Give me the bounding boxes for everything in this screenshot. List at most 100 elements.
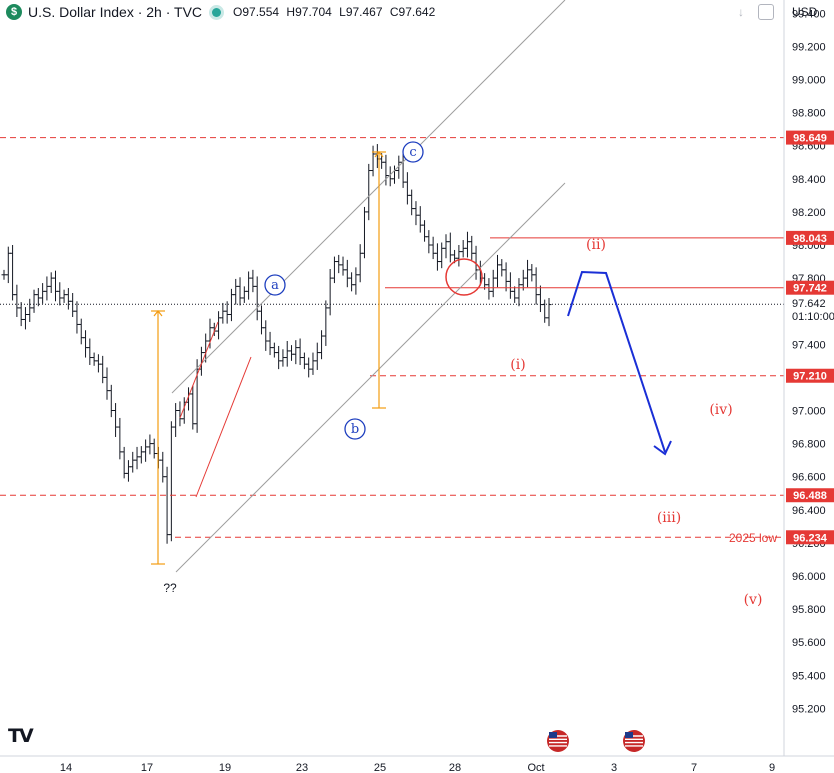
price-tick-label: 96.800 bbox=[792, 439, 826, 451]
ohlc-bar bbox=[57, 282, 63, 306]
currency-label[interactable]: USD bbox=[792, 5, 818, 19]
ohlc-bar bbox=[396, 155, 402, 179]
symbol-logo-icon: $ bbox=[6, 4, 22, 20]
ohlc-bar bbox=[83, 330, 89, 358]
ohlc-bar bbox=[289, 345, 295, 361]
ohlc-bar bbox=[87, 338, 93, 365]
ohlc-bar bbox=[460, 240, 466, 258]
ohlc-bar bbox=[490, 269, 496, 298]
us-flag-event-icon[interactable] bbox=[547, 730, 569, 752]
ohlc-bar bbox=[40, 283, 46, 304]
price-tick-label: 95.800 bbox=[792, 604, 826, 616]
ohlc-bar bbox=[108, 384, 114, 418]
arrow-down-icon[interactable]: ↓ bbox=[738, 5, 744, 19]
ohlc-bar bbox=[512, 286, 518, 303]
ohlc-bar bbox=[340, 256, 346, 276]
ohlc-bar bbox=[241, 286, 247, 303]
price-tick-label: 99.200 bbox=[792, 41, 826, 53]
price-tick-label: 97.000 bbox=[792, 406, 826, 418]
ohlc-bar bbox=[138, 446, 144, 464]
us-flag-event-icon[interactable] bbox=[623, 730, 645, 752]
price-level-tag bbox=[786, 130, 834, 145]
ohlc-bar bbox=[130, 451, 136, 473]
ohlc-high-key: H bbox=[286, 5, 296, 19]
ohlc-bar bbox=[48, 272, 54, 293]
wave-label-circle bbox=[344, 418, 366, 440]
ohlc-bar bbox=[211, 322, 217, 337]
price-tick-label: 96.000 bbox=[792, 571, 826, 583]
ohlc-close-value: 97.642 bbox=[398, 5, 436, 19]
ohlc-bar bbox=[456, 245, 462, 267]
channel-lower-line bbox=[175, 182, 566, 573]
flag-canton bbox=[549, 732, 557, 738]
ohlc-bar bbox=[525, 259, 531, 288]
current-price-value: 97.642 bbox=[792, 298, 826, 310]
ohlc-bar bbox=[250, 269, 256, 293]
ohlc-bar bbox=[35, 288, 41, 307]
time-tick-label: Oct bbox=[527, 762, 544, 773]
ohlc-bar bbox=[443, 234, 449, 259]
measure-arrow bbox=[374, 151, 384, 158]
ohlc-bar bbox=[100, 355, 106, 384]
wave-label-blue: c bbox=[402, 141, 424, 163]
ohlc-bar bbox=[228, 288, 234, 322]
price-level-tag bbox=[786, 230, 834, 245]
drawings bbox=[151, 0, 672, 573]
price-tick-label: 99.400 bbox=[792, 8, 826, 20]
fullscreen-icon[interactable] bbox=[758, 4, 774, 20]
ohlc-bar bbox=[413, 201, 419, 226]
highlight-circle bbox=[445, 258, 483, 296]
price-tick-label: 98.800 bbox=[792, 108, 826, 120]
price-level-tag bbox=[786, 368, 834, 383]
price-tick-label: 96.600 bbox=[792, 472, 826, 484]
ohlc-bar bbox=[349, 272, 355, 292]
ohlc-bar bbox=[344, 259, 350, 288]
ohlc-open-key: O bbox=[233, 5, 243, 19]
ohlc-bar bbox=[207, 318, 213, 349]
ohlc-bar bbox=[254, 276, 260, 321]
ohlc-bar bbox=[5, 246, 11, 284]
time-tick-label: 17 bbox=[141, 762, 153, 773]
ohlc-bar bbox=[331, 256, 337, 284]
ohlc-open-value: 97.554 bbox=[242, 5, 280, 19]
price-axis[interactable]: 99.40099.20099.00098.80098.60098.40098.2… bbox=[783, 0, 834, 756]
ohlc-bar bbox=[220, 302, 226, 324]
ohlc-bar bbox=[280, 349, 286, 367]
ohlc-bar bbox=[117, 417, 123, 460]
price-level-tag-label: 97.210 bbox=[793, 371, 827, 383]
time-tick-label: 19 bbox=[219, 762, 231, 773]
wave-label-blue: b bbox=[344, 418, 366, 440]
symbol-title[interactable]: U.S. Dollar Index · 2h · TVC bbox=[28, 4, 203, 20]
time-tick-label: 9 bbox=[769, 762, 775, 773]
ohlc-bar bbox=[426, 230, 432, 254]
time-axis[interactable]: 14 17 19 23 25 28 Oct 3 7 9 bbox=[0, 730, 834, 773]
trend-line-red bbox=[179, 321, 219, 419]
price-tick-label: 95.400 bbox=[792, 670, 826, 682]
top-toolbar: ↓ bbox=[732, 2, 774, 22]
ohlc-bar bbox=[297, 338, 303, 365]
ohlc-bar bbox=[503, 262, 509, 292]
ohlc-bar bbox=[284, 340, 290, 367]
ohlc-bar bbox=[542, 299, 548, 323]
channel-upper-line bbox=[171, 0, 566, 394]
ohlc-bar bbox=[91, 352, 97, 366]
current-price-tag bbox=[786, 296, 834, 325]
price-tick-label: 98.200 bbox=[792, 207, 826, 219]
price-level-tag bbox=[786, 280, 834, 295]
ohlc-bar bbox=[434, 243, 440, 271]
wave-labels: a b c (ii) (i) (iv) (iii) (v) 2025 low?? bbox=[163, 141, 777, 608]
ohlc-bar bbox=[173, 403, 179, 437]
ohlc-bar bbox=[78, 318, 84, 345]
ohlc-bar bbox=[52, 270, 58, 302]
ohlc-bar bbox=[65, 288, 71, 310]
ohlc-bar bbox=[31, 289, 37, 313]
chart-header: $ U.S. Dollar Index · 2h · TVC O97.554 H… bbox=[0, 0, 437, 24]
time-tick-label: 7 bbox=[691, 762, 697, 773]
price-tick-label: 95.200 bbox=[792, 703, 826, 715]
ohlc-bar bbox=[168, 421, 174, 542]
projection-arrowhead bbox=[653, 440, 672, 456]
price-tick-label: 98.400 bbox=[792, 174, 826, 186]
ohlc-bar bbox=[486, 278, 492, 300]
ohlc-bar bbox=[314, 342, 320, 370]
